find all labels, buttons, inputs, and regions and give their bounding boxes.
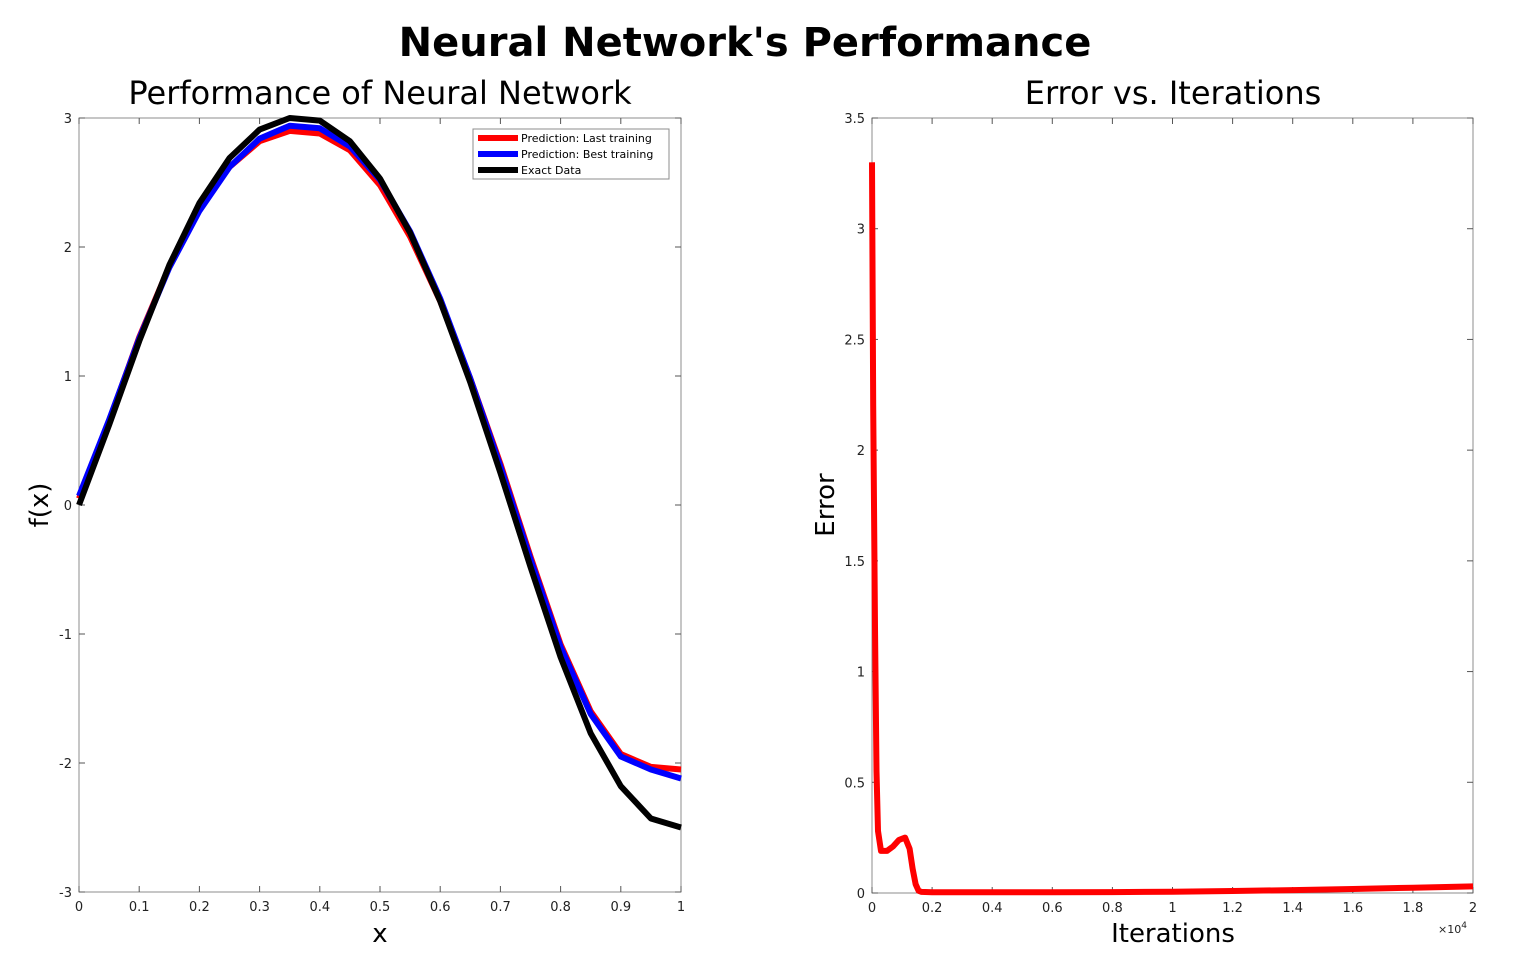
error-xtick-label: 0.8	[1102, 901, 1123, 916]
performance-xtick-label: 0.6	[430, 900, 451, 915]
error-xtick-label: 1.6	[1342, 901, 1363, 916]
error-xtick-label: 0.2	[922, 901, 943, 916]
performance-ytick-label: 3	[64, 112, 72, 127]
x-axis-label-error: Iterations	[1111, 919, 1235, 949]
performance-ytick-label: -1	[59, 628, 72, 643]
error-xtick-label: 2	[1469, 901, 1477, 916]
x-axis-exponent: ×104	[1438, 921, 1467, 936]
plot-title-error: Error vs. Iterations	[1025, 74, 1322, 112]
y-axis-label-performance: f(x)	[25, 483, 55, 528]
performance-xtick-label: 0.1	[129, 900, 150, 915]
error-xtick-label: 1.8	[1403, 901, 1424, 916]
performance-ytick-label: 1	[64, 370, 72, 385]
legend-label: Exact Data	[521, 164, 581, 177]
error-ytick-label: 1	[857, 666, 865, 681]
legend: Prediction: Last training Prediction: Bes…	[472, 128, 670, 180]
error-ytick-label: 0.5	[844, 776, 865, 791]
error-xtick-label: 1	[1168, 901, 1176, 916]
series-line-exact-data	[76, 115, 682, 831]
performance-ytick-label: -2	[59, 757, 72, 772]
performance-ytick-label: 2	[64, 241, 72, 256]
plot-title-performance: Performance of Neural Network	[128, 74, 632, 112]
error-ytick-label: 2	[857, 444, 865, 459]
x-axis-label-performance: x	[372, 919, 387, 949]
error-xtick-label: 1.2	[1222, 901, 1243, 916]
error-ytick-label: 3	[857, 223, 865, 238]
error-xtick-label: 1.4	[1282, 901, 1303, 916]
performance-ytick-label: 0	[64, 499, 72, 514]
error-xtick-label: 0.6	[1042, 901, 1063, 916]
lines-performance	[76, 115, 682, 831]
plot-performance: Performance of Neural Network 0 0.1 0.2 0.3…	[25, 74, 685, 949]
y-axis-label-error: Error	[811, 473, 841, 537]
error-xtick-label: 0	[868, 901, 876, 916]
series-line-error	[869, 162, 1474, 896]
ticks-performance: 0 0.1 0.2 0.3 0.4 0.5 0.6 0.7 0.8 0.9 1 -3 -2 -1 0 1 2 3	[59, 112, 685, 915]
performance-xtick-label: 0.9	[610, 900, 631, 915]
performance-xtick-label: 0.2	[189, 900, 210, 915]
error-xtick-label: 0.4	[982, 901, 1003, 916]
performance-xtick-label: 0.4	[309, 900, 330, 915]
plot-error: Error vs. Iterations 0 0.2 0.4 0.6 0.8 1 1.2 1.…	[811, 74, 1477, 949]
performance-ytick-label: -3	[59, 886, 72, 901]
legend-label: Prediction: Best training	[521, 148, 653, 161]
performance-xtick-label: 0	[75, 900, 83, 915]
figure-title: Neural Network's Performance	[399, 20, 1092, 66]
error-ytick-label: 3.5	[844, 112, 865, 127]
legend-label: Prediction: Last training	[521, 132, 652, 145]
performance-xtick-label: 0.3	[249, 900, 270, 915]
performance-xtick-label: 0.8	[550, 900, 571, 915]
error-ytick-label: 1.5	[844, 555, 865, 570]
performance-xtick-label: 1	[677, 900, 685, 915]
error-ytick-label: 0	[857, 887, 865, 902]
error-ytick-label: 2.5	[844, 333, 865, 348]
performance-xtick-label: 0.7	[490, 900, 511, 915]
performance-xtick-label: 0.5	[370, 900, 391, 915]
lines-error	[869, 162, 1474, 896]
